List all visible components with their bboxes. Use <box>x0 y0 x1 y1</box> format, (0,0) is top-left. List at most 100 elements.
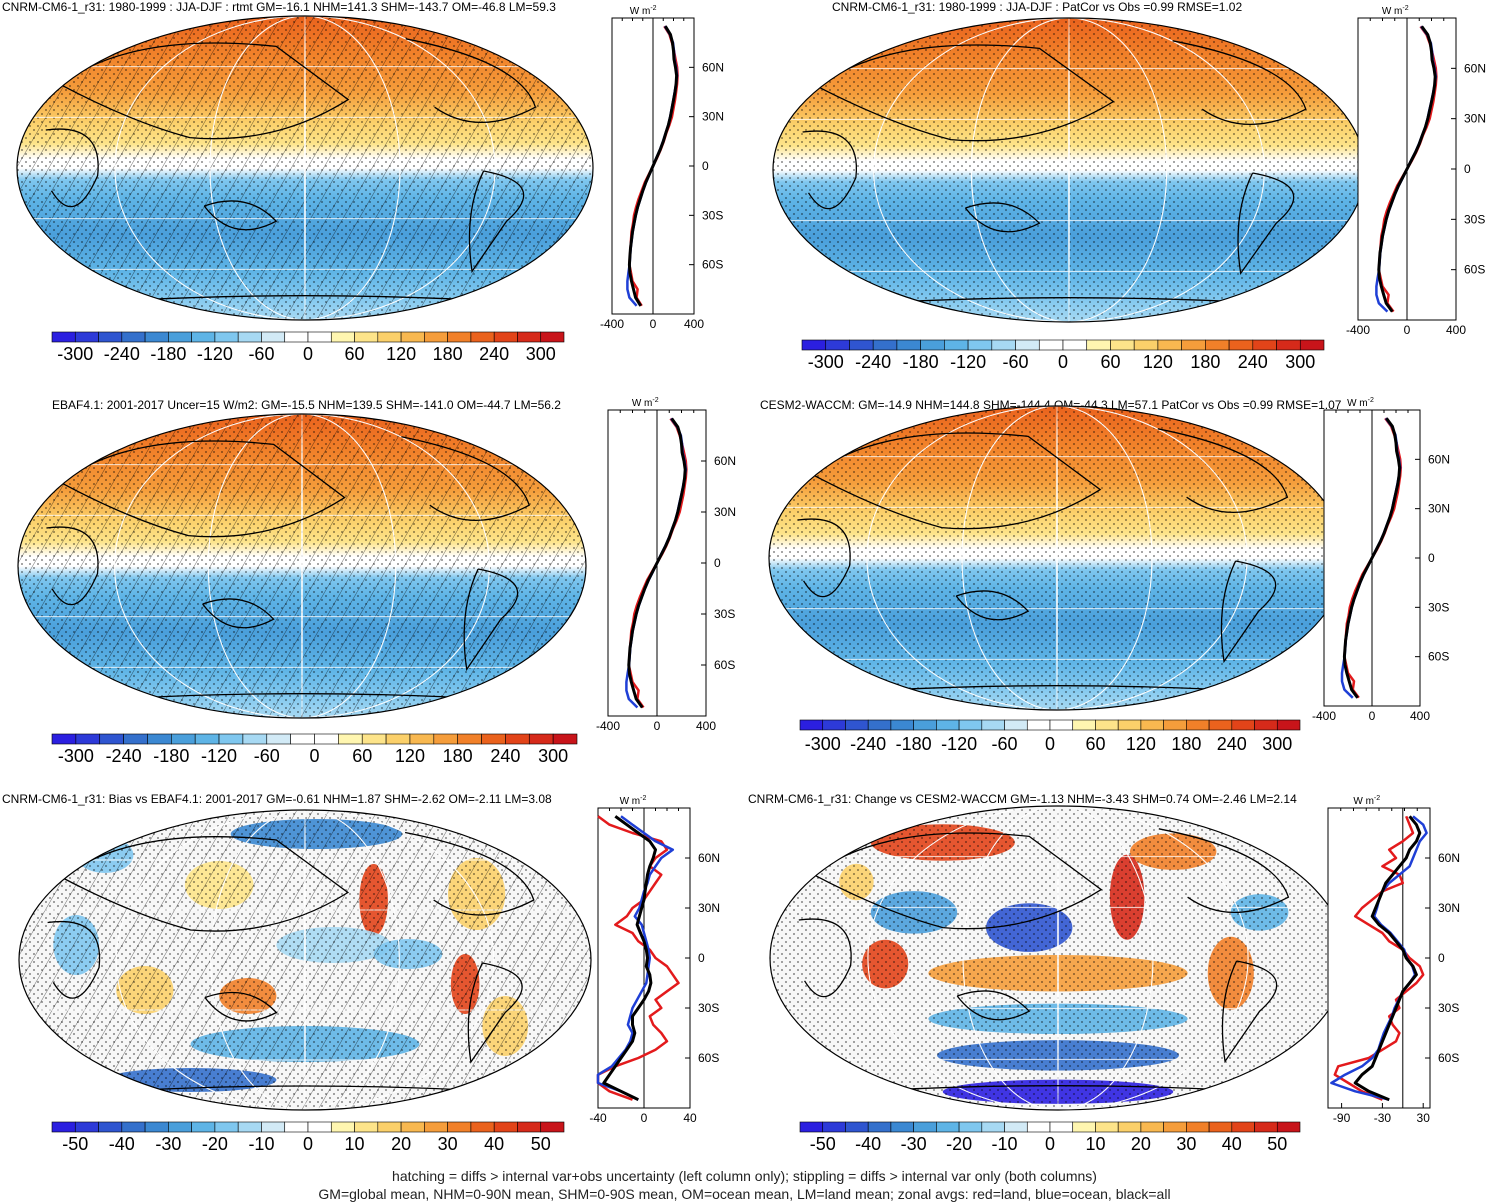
coastline <box>1220 560 1277 664</box>
colorbar-swatch <box>867 719 892 731</box>
colorbar-swatch <box>409 733 435 745</box>
map-field <box>773 18 1365 322</box>
colorbar-label: -120 <box>941 734 977 754</box>
colorbar-swatch <box>493 331 518 343</box>
colorbar-swatch <box>123 733 148 745</box>
colorbar-swatch <box>51 331 76 343</box>
panel-title: EBAF4.1: 2001-2017 Uncer=15 W/m2: GM=-15… <box>52 398 561 412</box>
colorbar-label: 0 <box>1045 1134 1055 1154</box>
colorbar-label: 60 <box>352 746 372 766</box>
colorbar-swatch <box>1186 1121 1210 1133</box>
meridian-line <box>207 414 397 718</box>
colorbar-swatch <box>314 733 339 745</box>
colorbar-label: 0 <box>1045 734 1055 754</box>
colorbar-swatch <box>1254 1121 1278 1133</box>
colorbar-label: -60 <box>992 734 1018 754</box>
colorbar-label: 50 <box>531 1134 551 1154</box>
meridian-line <box>867 806 1249 1110</box>
colorbar-swatch <box>1276 719 1301 731</box>
colorbar-swatch <box>1163 1121 1187 1133</box>
coastline <box>817 44 1115 142</box>
colorbar-swatch <box>330 1121 355 1133</box>
coastline <box>811 432 1102 530</box>
colorbar-swatch <box>1086 339 1111 351</box>
x-tick-label: 0 <box>1369 709 1376 723</box>
meridian-line <box>873 18 1265 322</box>
colorbar-label: 10 <box>1085 1134 1105 1154</box>
colorbar-label: -180 <box>150 344 186 364</box>
colorbar-swatch <box>991 339 1016 351</box>
colorbar-swatch <box>958 719 983 731</box>
colorbar-label: 30 <box>438 1134 458 1154</box>
lat-label: 30N <box>1438 901 1460 915</box>
map <box>16 15 594 321</box>
colorbar-swatch <box>74 331 99 343</box>
coastline <box>1221 960 1278 1064</box>
meridian-line <box>209 16 401 320</box>
map <box>768 405 1346 711</box>
colorbar-swatch <box>1049 1121 1074 1133</box>
colorbar-swatch <box>400 1121 425 1133</box>
colorbar-swatch <box>237 331 262 343</box>
colorbar-label: 240 <box>1238 352 1268 372</box>
colorbar-swatch <box>936 1121 960 1133</box>
colorbar-label: 180 <box>1171 734 1201 754</box>
x-tick-label: -40 <box>589 1111 607 1125</box>
lat-label: 0 <box>714 556 721 570</box>
lat-label: 60N <box>1428 452 1450 466</box>
colorbar-swatch <box>1208 719 1233 731</box>
coastline <box>405 38 537 123</box>
coastline <box>467 962 523 1064</box>
colorbar-swatch <box>1157 339 1182 351</box>
zonal-mean-plot: -400 0 400 60N 30N 0 30S 60S W m-2 <box>1346 5 1486 337</box>
lat-label: 60N <box>1464 61 1486 75</box>
colorbar: -50 -40 -30 -20 -10 0 10 20 30 40 50 <box>799 1121 1301 1154</box>
lat-label: 30N <box>1428 502 1450 516</box>
colorbar-swatch <box>447 331 472 343</box>
colorbar-swatch <box>799 1121 824 1133</box>
colorbar-swatch <box>867 1121 892 1133</box>
zonal-line-all <box>627 417 687 709</box>
colorbar-swatch <box>540 331 565 343</box>
unit-label: W m-2 <box>620 795 647 807</box>
colorbar-label: -120 <box>197 344 233 364</box>
lat-label: 0 <box>1464 162 1471 176</box>
coastline <box>964 202 1041 233</box>
colorbar-swatch <box>1026 719 1051 731</box>
colorbar-label: 300 <box>1262 734 1292 754</box>
coastline <box>46 526 99 606</box>
colorbar-swatch <box>958 1121 983 1133</box>
coastline <box>1158 828 1290 913</box>
map-panel: -400 0 400 60N 30N 0 30S 60S W m-2 -300 -240 -180 -1… <box>768 397 1450 754</box>
colorbar-swatch <box>913 719 937 731</box>
zonal-mean-plot: -40 0 40 60N 30N 0 30S 60S W m-2 <box>589 795 720 1125</box>
colorbar-label: -240 <box>855 352 891 372</box>
x-tick-label: -400 <box>1312 709 1336 723</box>
map-panel: -400 0 400 60N 30N 0 30S 60S W m-2 -300 -240 -180 -1… <box>772 5 1486 372</box>
unit-label: W m-2 <box>630 5 657 17</box>
colorbar-swatch <box>1038 339 1064 351</box>
colorbar-swatch <box>354 1121 379 1133</box>
colorbar-swatch <box>191 331 216 343</box>
colorbar-label: 0 <box>1058 352 1068 372</box>
map-outline <box>17 413 587 719</box>
colorbar-label: 40 <box>1222 1134 1242 1154</box>
meridian-line <box>304 810 306 1110</box>
colorbar-label: -300 <box>57 344 93 364</box>
coastline <box>468 170 525 274</box>
footer-line-1: hatching = diffs > internal var+obs unce… <box>392 1168 1097 1184</box>
colorbar-label: -40 <box>109 1134 135 1154</box>
colorbar-swatch <box>890 1121 914 1133</box>
colorbar-label: -30 <box>901 1134 927 1154</box>
lat-label: 60N <box>714 454 736 468</box>
colorbar-swatch <box>470 1121 495 1133</box>
colorbar-label: 30 <box>1176 1134 1196 1154</box>
zonal-mean-plot: -90 -30 30 60N 30N 0 30S 60S W m-2 <box>1327 795 1460 1125</box>
panel-title: CNRM-CM6-1_r31: 1980-1999 : JJA-DJF : Pa… <box>832 0 1243 14</box>
colorbar-swatch <box>168 331 192 343</box>
colorbar-swatch <box>354 331 379 343</box>
coastline <box>798 918 852 998</box>
meridian-line <box>961 406 1153 710</box>
colorbar-swatch <box>218 733 244 745</box>
colorbar-label: -60 <box>248 344 274 364</box>
